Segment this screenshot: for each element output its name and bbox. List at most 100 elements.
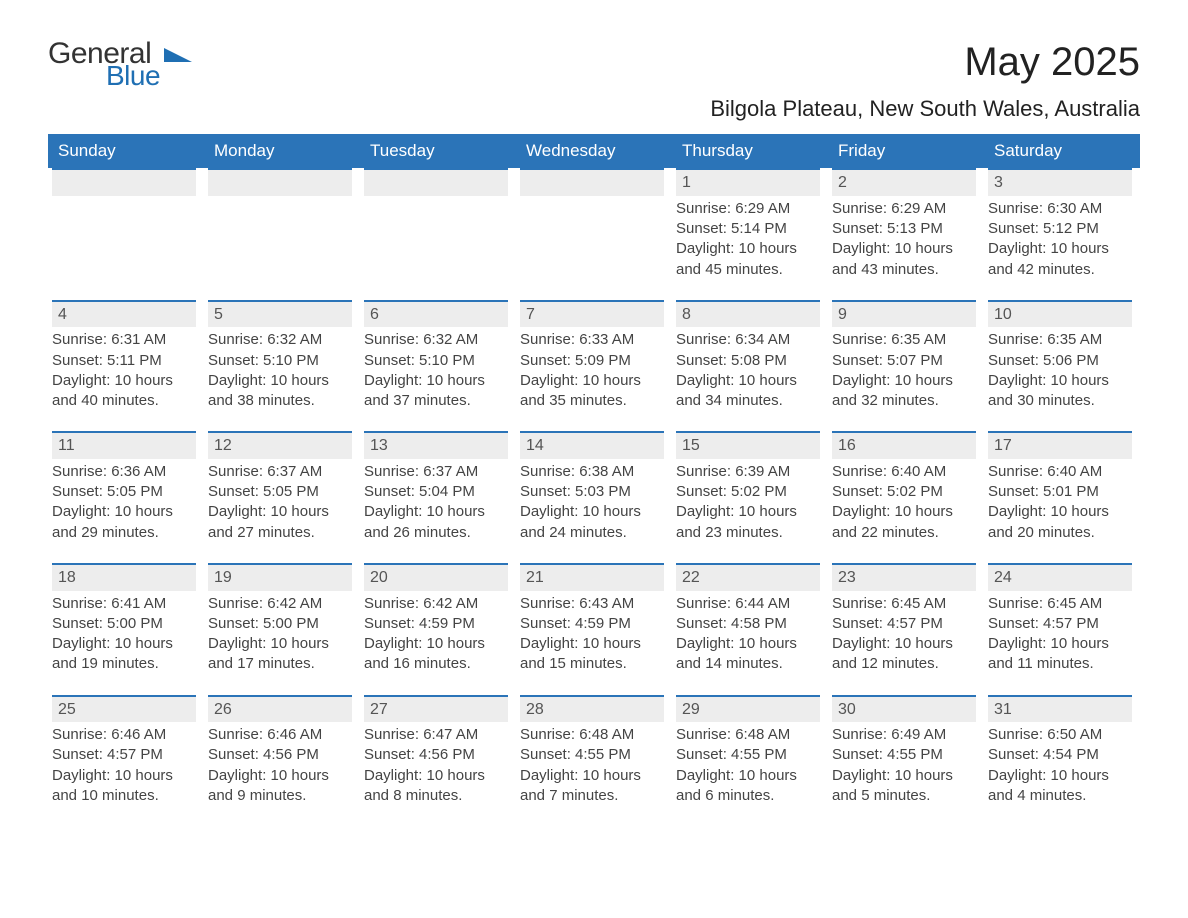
sunset-text: Sunset: 4:59 PM xyxy=(364,614,508,634)
sunrise-text: Sunrise: 6:34 AM xyxy=(676,330,820,350)
sunset-text: Sunset: 5:13 PM xyxy=(832,219,976,239)
sunrise-text: Sunrise: 6:49 AM xyxy=(832,725,976,745)
sunset-text: Sunset: 4:57 PM xyxy=(988,614,1132,634)
weekday-header: Monday xyxy=(204,134,360,168)
day-number-band: 10 xyxy=(988,300,1132,328)
daylight-text: Daylight: 10 hours and 37 minutes. xyxy=(364,371,508,412)
sunset-text: Sunset: 4:55 PM xyxy=(832,745,976,765)
day-cell: 23Sunrise: 6:45 AMSunset: 4:57 PMDayligh… xyxy=(828,563,984,695)
sunrise-text: Sunrise: 6:40 AM xyxy=(988,462,1132,482)
daylight-text: Daylight: 10 hours and 17 minutes. xyxy=(208,634,352,675)
logo: General Blue xyxy=(48,40,192,88)
sunset-text: Sunset: 5:02 PM xyxy=(676,482,820,502)
week-row: 25Sunrise: 6:46 AMSunset: 4:57 PMDayligh… xyxy=(48,695,1140,827)
day-cell: 31Sunrise: 6:50 AMSunset: 4:54 PMDayligh… xyxy=(984,695,1140,827)
day-cell: 15Sunrise: 6:39 AMSunset: 5:02 PMDayligh… xyxy=(672,431,828,563)
day-number-band: 11 xyxy=(52,431,196,459)
page-title: May 2025 xyxy=(964,40,1140,85)
day-number-band: 17 xyxy=(988,431,1132,459)
sunset-text: Sunset: 5:12 PM xyxy=(988,219,1132,239)
day-cell: 11Sunrise: 6:36 AMSunset: 5:05 PMDayligh… xyxy=(48,431,204,563)
day-cell: 3Sunrise: 6:30 AMSunset: 5:12 PMDaylight… xyxy=(984,168,1140,300)
daylight-text: Daylight: 10 hours and 26 minutes. xyxy=(364,502,508,543)
day-cell: 18Sunrise: 6:41 AMSunset: 5:00 PMDayligh… xyxy=(48,563,204,695)
daylight-text: Daylight: 10 hours and 45 minutes. xyxy=(676,239,820,280)
sunrise-text: Sunrise: 6:43 AM xyxy=(520,594,664,614)
day-cell xyxy=(204,168,360,300)
day-number-band xyxy=(208,168,352,196)
sunset-text: Sunset: 4:57 PM xyxy=(52,745,196,765)
daylight-text: Daylight: 10 hours and 24 minutes. xyxy=(520,502,664,543)
day-number-band: 6 xyxy=(364,300,508,328)
day-cell: 20Sunrise: 6:42 AMSunset: 4:59 PMDayligh… xyxy=(360,563,516,695)
daylight-text: Daylight: 10 hours and 29 minutes. xyxy=(52,502,196,543)
sunrise-text: Sunrise: 6:48 AM xyxy=(676,725,820,745)
day-number-band: 28 xyxy=(520,695,664,723)
sunrise-text: Sunrise: 6:45 AM xyxy=(988,594,1132,614)
sunrise-text: Sunrise: 6:30 AM xyxy=(988,199,1132,219)
daylight-text: Daylight: 10 hours and 4 minutes. xyxy=(988,766,1132,807)
sunrise-text: Sunrise: 6:50 AM xyxy=(988,725,1132,745)
daylight-text: Daylight: 10 hours and 27 minutes. xyxy=(208,502,352,543)
sunset-text: Sunset: 5:08 PM xyxy=(676,351,820,371)
daylight-text: Daylight: 10 hours and 8 minutes. xyxy=(364,766,508,807)
sunset-text: Sunset: 5:05 PM xyxy=(52,482,196,502)
day-number-band xyxy=(52,168,196,196)
sunset-text: Sunset: 4:55 PM xyxy=(676,745,820,765)
sunset-text: Sunset: 5:11 PM xyxy=(52,351,196,371)
daylight-text: Daylight: 10 hours and 5 minutes. xyxy=(832,766,976,807)
day-number-band: 16 xyxy=(832,431,976,459)
calendar-table: SundayMondayTuesdayWednesdayThursdayFrid… xyxy=(48,134,1140,826)
weekday-header: Wednesday xyxy=(516,134,672,168)
sunrise-text: Sunrise: 6:39 AM xyxy=(676,462,820,482)
sunset-text: Sunset: 4:56 PM xyxy=(208,745,352,765)
day-cell: 25Sunrise: 6:46 AMSunset: 4:57 PMDayligh… xyxy=(48,695,204,827)
day-number-band: 12 xyxy=(208,431,352,459)
logo-line2: Blue xyxy=(106,63,160,88)
sunset-text: Sunset: 5:03 PM xyxy=(520,482,664,502)
day-number-band xyxy=(364,168,508,196)
sunrise-text: Sunrise: 6:37 AM xyxy=(364,462,508,482)
sunset-text: Sunset: 5:05 PM xyxy=(208,482,352,502)
daylight-text: Daylight: 10 hours and 11 minutes. xyxy=(988,634,1132,675)
sunset-text: Sunset: 5:07 PM xyxy=(832,351,976,371)
daylight-text: Daylight: 10 hours and 35 minutes. xyxy=(520,371,664,412)
sunrise-text: Sunrise: 6:42 AM xyxy=(364,594,508,614)
daylight-text: Daylight: 10 hours and 30 minutes. xyxy=(988,371,1132,412)
sunset-text: Sunset: 4:58 PM xyxy=(676,614,820,634)
daylight-text: Daylight: 10 hours and 42 minutes. xyxy=(988,239,1132,280)
sunrise-text: Sunrise: 6:32 AM xyxy=(364,330,508,350)
daylight-text: Daylight: 10 hours and 38 minutes. xyxy=(208,371,352,412)
day-number-band: 19 xyxy=(208,563,352,591)
sunrise-text: Sunrise: 6:35 AM xyxy=(988,330,1132,350)
weekday-header: Thursday xyxy=(672,134,828,168)
day-number-band: 26 xyxy=(208,695,352,723)
day-cell: 7Sunrise: 6:33 AMSunset: 5:09 PMDaylight… xyxy=(516,300,672,432)
day-cell: 26Sunrise: 6:46 AMSunset: 4:56 PMDayligh… xyxy=(204,695,360,827)
day-number-band: 14 xyxy=(520,431,664,459)
sunset-text: Sunset: 5:06 PM xyxy=(988,351,1132,371)
day-number-band: 30 xyxy=(832,695,976,723)
sunrise-text: Sunrise: 6:29 AM xyxy=(676,199,820,219)
day-number-band: 23 xyxy=(832,563,976,591)
daylight-text: Daylight: 10 hours and 6 minutes. xyxy=(676,766,820,807)
sunset-text: Sunset: 4:59 PM xyxy=(520,614,664,634)
day-cell: 8Sunrise: 6:34 AMSunset: 5:08 PMDaylight… xyxy=(672,300,828,432)
day-cell: 19Sunrise: 6:42 AMSunset: 5:00 PMDayligh… xyxy=(204,563,360,695)
daylight-text: Daylight: 10 hours and 15 minutes. xyxy=(520,634,664,675)
week-row: 18Sunrise: 6:41 AMSunset: 5:00 PMDayligh… xyxy=(48,563,1140,695)
sunrise-text: Sunrise: 6:37 AM xyxy=(208,462,352,482)
day-number-band: 2 xyxy=(832,168,976,196)
weekday-header: Friday xyxy=(828,134,984,168)
logo-text: General Blue xyxy=(48,40,160,88)
sunset-text: Sunset: 4:54 PM xyxy=(988,745,1132,765)
day-number-band: 13 xyxy=(364,431,508,459)
day-cell: 28Sunrise: 6:48 AMSunset: 4:55 PMDayligh… xyxy=(516,695,672,827)
day-cell: 12 Sunrise: 6:37 AMSunset: 5:05 PMDayligh… xyxy=(204,431,360,563)
weekday-header: Saturday xyxy=(984,134,1140,168)
day-cell: 4Sunrise: 6:31 AMSunset: 5:11 PMDaylight… xyxy=(48,300,204,432)
weekday-header: Sunday xyxy=(48,134,204,168)
day-cell: 9Sunrise: 6:35 AMSunset: 5:07 PMDaylight… xyxy=(828,300,984,432)
day-number-band: 9 xyxy=(832,300,976,328)
sunrise-text: Sunrise: 6:48 AM xyxy=(520,725,664,745)
